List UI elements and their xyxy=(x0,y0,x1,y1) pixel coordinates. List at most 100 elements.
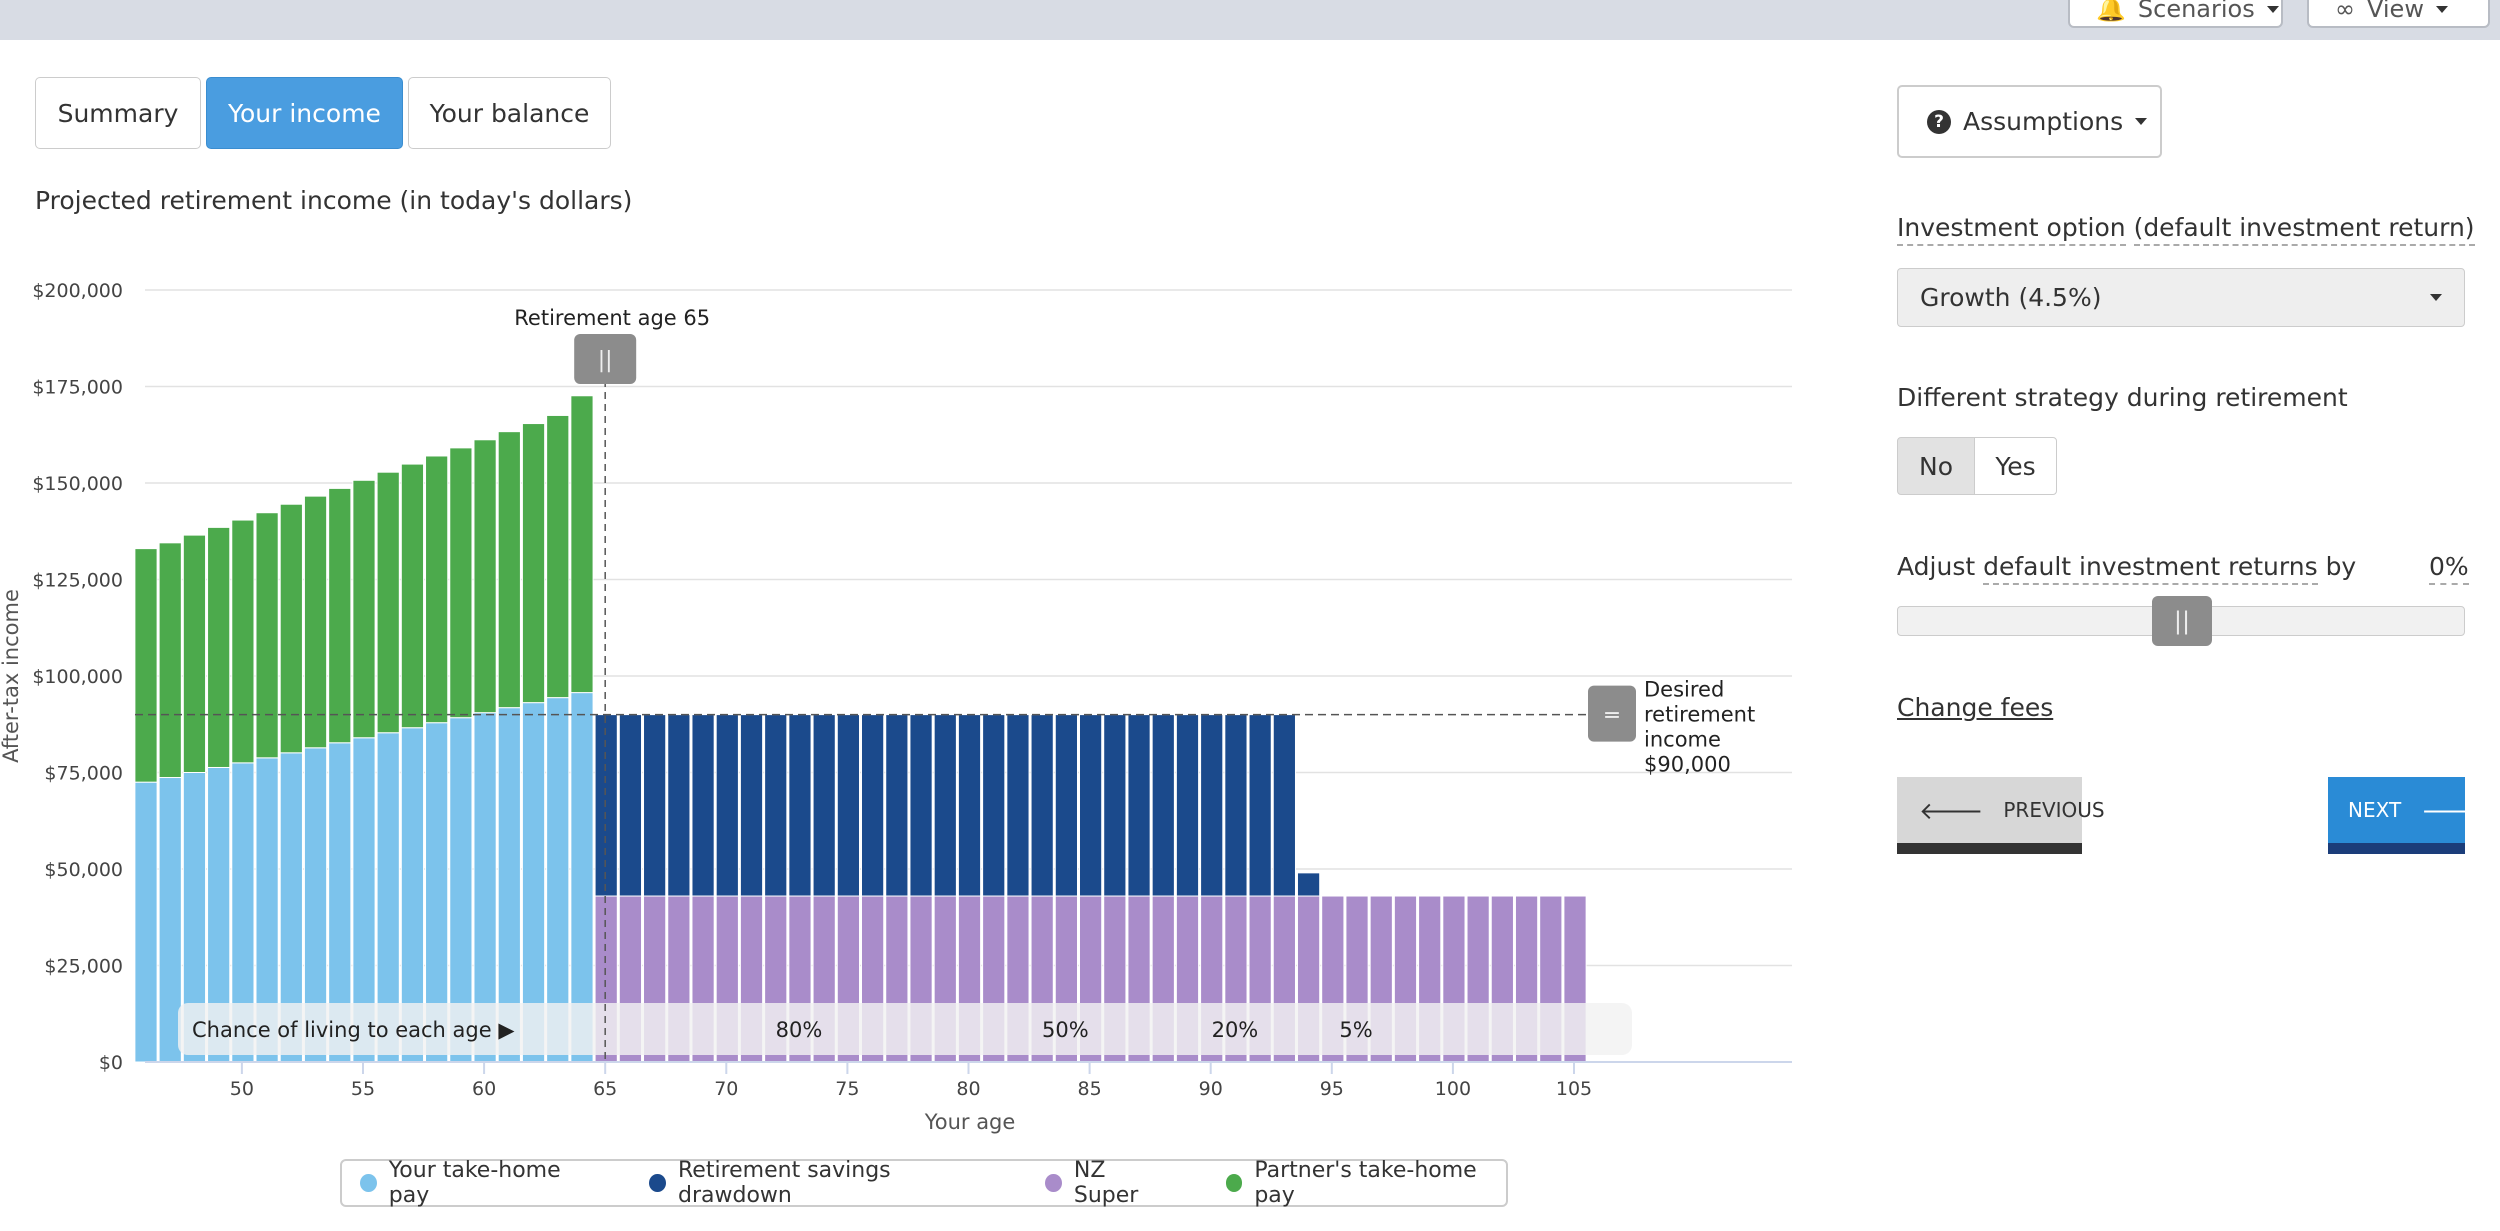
previous-button[interactable]: 🡐 PREVIOUS xyxy=(1897,777,2105,854)
adjust-value-text[interactable]: 0% xyxy=(2429,552,2469,585)
legend-label: Your take-home pay xyxy=(388,1158,561,1208)
x-tick-label: 95 xyxy=(1320,1078,1344,1100)
bar-segment xyxy=(1006,714,1030,897)
tab-summary[interactable]: Summary xyxy=(35,77,201,149)
bar-segment xyxy=(788,714,812,897)
chance-mark-label: 80% xyxy=(776,1018,823,1042)
bar-segment xyxy=(618,714,643,897)
investment-option-hint[interactable]: (default investment return) xyxy=(2133,213,2475,246)
bar-segment xyxy=(134,781,158,1063)
next-label: NEXT xyxy=(2348,798,2402,822)
chance-strip-label: Chance of living to each age ▶ xyxy=(192,1018,515,1042)
drag-handle-icon: ═ xyxy=(1604,704,1619,729)
bar-segment xyxy=(909,714,933,897)
legend-item-drawdown[interactable]: Retirement savings drawdown xyxy=(649,1158,989,1208)
desired-income-label: income xyxy=(1644,728,1721,752)
legend-item-nz-super[interactable]: NZ Super xyxy=(1045,1158,1169,1208)
bar-segment xyxy=(594,714,618,897)
bar-segment xyxy=(667,714,691,897)
bar-segment xyxy=(255,512,279,759)
legend-label: Retirement savings drawdown xyxy=(678,1158,891,1208)
y-tick-label: $50,000 xyxy=(44,859,123,881)
x-tick-label: 85 xyxy=(1078,1078,1102,1100)
bar-segment xyxy=(1127,714,1151,897)
x-tick-label: 65 xyxy=(593,1078,617,1100)
legend-dot xyxy=(360,1174,377,1192)
bar-segment xyxy=(449,447,473,719)
y-tick-label: $125,000 xyxy=(32,570,123,592)
change-fees-link[interactable]: Change fees xyxy=(1897,693,2054,722)
view-label: View xyxy=(2367,0,2424,23)
bar-segment xyxy=(546,414,570,699)
legend-item-partner[interactable]: Partner's take-home pay xyxy=(1225,1158,1506,1208)
x-tick-label: 50 xyxy=(230,1078,254,1100)
y-tick-label: $200,000 xyxy=(32,280,123,302)
investment-option-text[interactable]: Investment option xyxy=(1897,213,2126,246)
chart-legend: Your take-home pay Retirement savings dr… xyxy=(340,1158,1508,1208)
bar-segment xyxy=(158,777,182,1063)
retirement-marker-label: Retirement age 65 xyxy=(514,306,710,330)
adjust-returns-label: Adjust default investment returns by xyxy=(1897,552,2356,585)
assumptions-button[interactable]: ? Assumptions xyxy=(1897,85,2162,158)
y-tick-label: $25,000 xyxy=(44,956,123,978)
chance-mark-label: 50% xyxy=(1042,1018,1089,1042)
bar-segment xyxy=(1030,714,1054,897)
scenarios-label: Scenarios xyxy=(2137,0,2255,23)
returns-slider-handle[interactable]: || xyxy=(2152,596,2212,646)
desired-income-label: $90,000 xyxy=(1644,753,1731,777)
bar-segment xyxy=(570,395,594,694)
x-tick-label: 75 xyxy=(835,1078,859,1100)
previous-label: PREVIOUS xyxy=(2003,798,2105,822)
next-button[interactable]: NEXT 🡒 xyxy=(2328,777,2486,854)
bar-segment xyxy=(933,714,957,897)
bar-segment xyxy=(715,714,739,897)
retirement-marker-handle xyxy=(574,334,637,384)
chance-mark-label: 20% xyxy=(1212,1018,1259,1042)
binoculars-icon: ∞ xyxy=(2335,0,2355,23)
bar-segment xyxy=(1224,714,1248,897)
bar-segment xyxy=(1200,714,1224,897)
chance-mark-label: 5% xyxy=(1339,1018,1372,1042)
strategy-no-button[interactable]: No xyxy=(1897,437,1975,495)
investment-option-select[interactable]: Growth (4.5%) xyxy=(1897,268,2465,327)
bar-segment xyxy=(836,714,861,897)
x-tick-label: 100 xyxy=(1435,1078,1471,1100)
x-tick-label: 60 xyxy=(472,1078,496,1100)
adjust-prefix: Adjust xyxy=(1897,552,1976,581)
view-button[interactable]: ∞ View xyxy=(2307,0,2490,28)
bar-segment xyxy=(1296,872,1321,897)
tab-your-balance[interactable]: Your balance xyxy=(408,77,611,149)
bar-segment xyxy=(497,431,521,709)
bar-segment xyxy=(691,714,715,897)
bar-segment xyxy=(521,423,546,704)
bar-segment xyxy=(1272,714,1296,897)
legend-dot xyxy=(1225,1174,1243,1192)
x-tick-label: 55 xyxy=(351,1078,375,1100)
bar-segment xyxy=(1103,714,1127,897)
bar-segment xyxy=(328,487,352,744)
question-icon: ? xyxy=(1927,109,1951,134)
x-tick-label: 80 xyxy=(956,1078,980,1100)
bar-segment xyxy=(885,714,909,897)
bar-segment xyxy=(643,714,667,897)
y-tick-label: $175,000 xyxy=(32,377,123,399)
chart-subtitle: Projected retirement income (in today's … xyxy=(35,186,633,215)
bar-segment xyxy=(279,503,303,754)
legend-dot xyxy=(1045,1174,1062,1192)
bar-segment xyxy=(400,463,425,729)
bar-segment xyxy=(957,714,982,897)
adjust-link[interactable]: default investment returns xyxy=(1983,552,2318,585)
arrow-left-icon: 🡐 xyxy=(1919,796,1984,825)
bar-segment xyxy=(812,714,836,897)
x-axis-title: Your age xyxy=(924,1110,1016,1134)
adjust-value[interactable]: 0% xyxy=(2429,552,2469,585)
legend-item-take-home[interactable]: Your take-home pay xyxy=(360,1158,593,1208)
bar-segment xyxy=(352,479,376,739)
strategy-yes-button[interactable]: Yes xyxy=(1974,437,2057,495)
y-tick-label: $75,000 xyxy=(44,763,123,785)
tab-your-income[interactable]: Your income xyxy=(206,77,403,149)
scenarios-button[interactable]: 🔔 Scenarios xyxy=(2068,0,2283,28)
chance-strip xyxy=(178,1003,1632,1055)
legend-dot xyxy=(649,1174,666,1192)
bar-segment xyxy=(425,455,449,724)
